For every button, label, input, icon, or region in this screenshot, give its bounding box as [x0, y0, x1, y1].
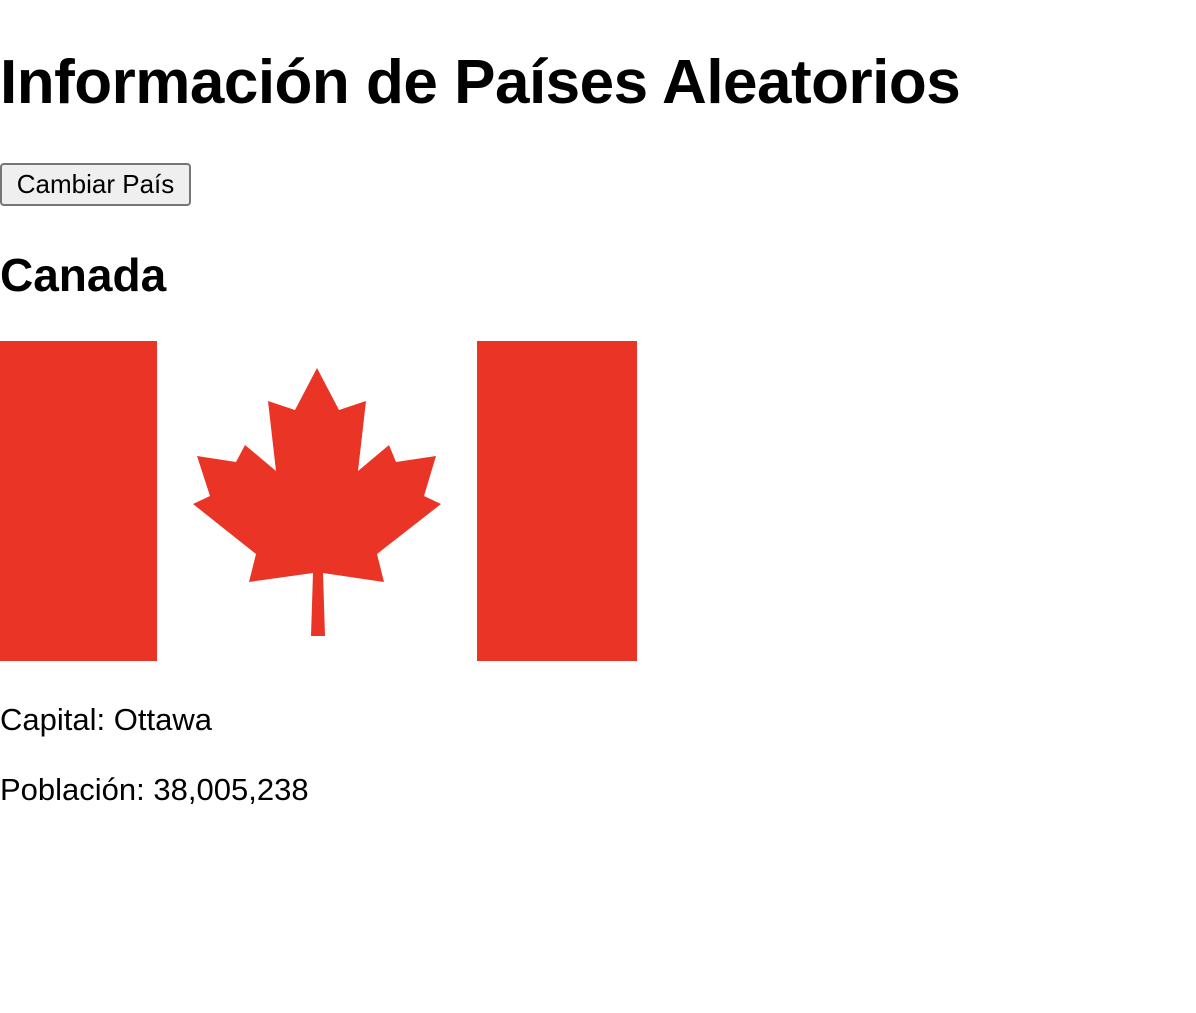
change-country-button[interactable]: Cambiar País — [0, 163, 191, 206]
canada-flag-icon — [0, 341, 637, 661]
capital-label: Capital: — [0, 702, 106, 737]
population-label: Población: — [0, 772, 145, 807]
country-name: Canada — [0, 249, 167, 301]
capital-value: Ottawa — [113, 702, 212, 737]
capital-line: Capital: Ottawa — [0, 700, 212, 740]
population-line: Población: 38,005,238 — [0, 770, 309, 810]
population-value: 38,005,238 — [153, 772, 309, 807]
page-title: Información de Países Aleatorios — [0, 48, 961, 117]
